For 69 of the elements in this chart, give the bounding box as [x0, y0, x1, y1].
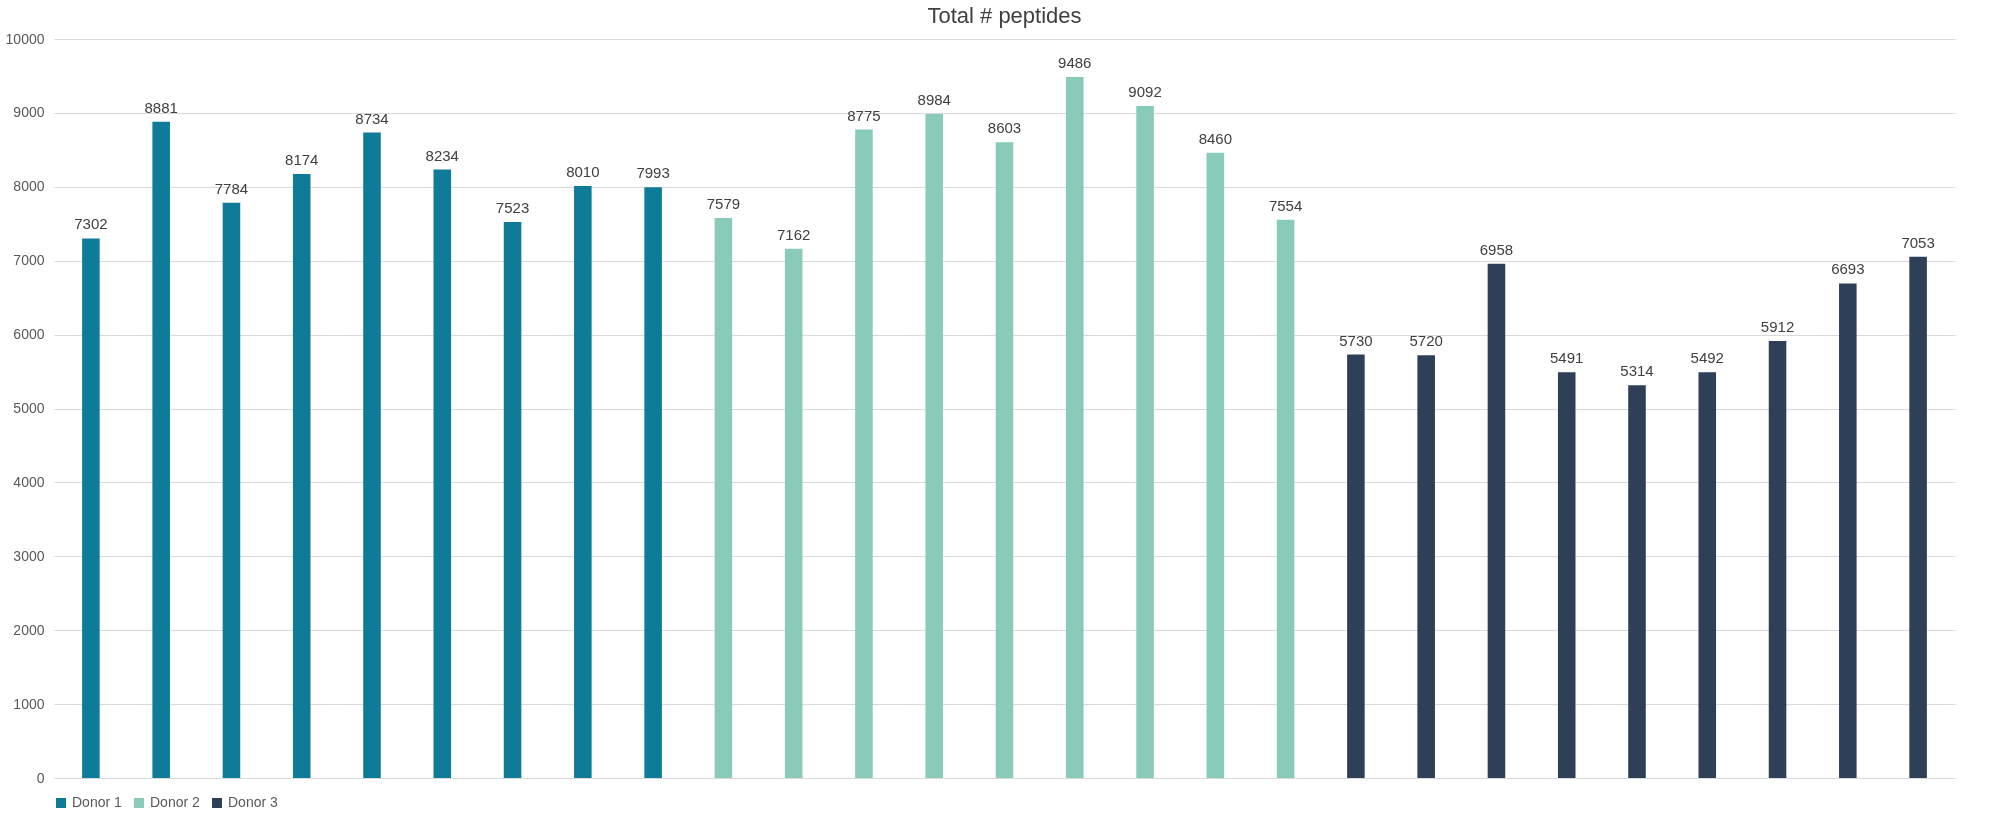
bar — [222, 202, 241, 778]
bar — [433, 169, 452, 778]
y-tick-label: 3000 — [13, 547, 45, 564]
bar — [784, 248, 803, 778]
data-label: 8010 — [566, 163, 600, 181]
data-label: 5492 — [1690, 349, 1724, 367]
y-tick-label: 0 — [36, 769, 45, 786]
bar — [1276, 219, 1295, 778]
bar — [1417, 355, 1435, 778]
bar — [714, 217, 733, 778]
y-tick-label: 7000 — [13, 252, 45, 269]
data-label: 8603 — [987, 119, 1022, 137]
data-label: 7302 — [74, 215, 108, 233]
data-label: 7784 — [214, 179, 249, 197]
data-label: 7523 — [495, 199, 530, 217]
legend-label: Donor 2 — [150, 794, 201, 810]
y-tick-label: 10000 — [5, 30, 45, 47]
bar — [1206, 152, 1225, 778]
data-label: 7162 — [776, 225, 811, 243]
data-label: 5491 — [1550, 349, 1584, 367]
data-label: 8984 — [917, 91, 951, 109]
bar — [574, 186, 592, 778]
bar — [1557, 372, 1576, 778]
data-label: 5912 — [1760, 318, 1795, 336]
y-tick-label: 6000 — [13, 326, 45, 343]
y-tick-label: 9000 — [13, 104, 45, 121]
bar — [292, 173, 311, 778]
bar — [1065, 76, 1084, 778]
data-label: 8234 — [425, 146, 459, 164]
chart-title: Total # peptides — [927, 3, 1082, 28]
bar — [82, 238, 100, 778]
bar — [925, 114, 944, 778]
data-label: 7053 — [1901, 233, 1935, 251]
bar — [1136, 106, 1154, 778]
data-label: 6693 — [1831, 260, 1865, 278]
legend-label: Donor 3 — [228, 794, 279, 810]
bar — [1698, 372, 1717, 778]
y-tick-label: 5000 — [13, 400, 45, 416]
data-label: 8174 — [285, 150, 319, 168]
data-label: 5730 — [1339, 331, 1373, 349]
y-tick-label: 1000 — [13, 695, 45, 712]
data-label: 9486 — [1058, 53, 1092, 71]
data-label: 8460 — [1198, 129, 1233, 147]
y-tick-label: 2000 — [13, 621, 45, 638]
data-label: 5314 — [1620, 362, 1654, 380]
data-label: 7993 — [636, 164, 670, 182]
bar — [995, 142, 1014, 778]
data-label: 7579 — [706, 194, 741, 212]
bar — [1347, 354, 1365, 778]
bar — [1487, 263, 1506, 778]
bar — [1839, 283, 1857, 778]
data-label: 8775 — [847, 106, 881, 124]
data-label: 9092 — [1128, 83, 1162, 101]
data-label: 8881 — [144, 98, 178, 116]
data-label: 5720 — [1409, 332, 1443, 350]
bar — [1628, 385, 1646, 778]
legend-label: Donor 1 — [72, 794, 123, 810]
data-label: 8734 — [355, 109, 389, 127]
bar — [1909, 256, 1927, 778]
data-label: 6958 — [1479, 240, 1514, 258]
bar — [855, 129, 873, 778]
bar — [503, 222, 522, 778]
y-tick-label: 8000 — [13, 178, 45, 195]
y-tick-label: 4000 — [13, 473, 45, 490]
data-label: 7554 — [1268, 196, 1303, 214]
bar — [363, 132, 381, 778]
bar — [1768, 341, 1787, 778]
bar — [152, 121, 170, 778]
bar — [644, 187, 662, 778]
